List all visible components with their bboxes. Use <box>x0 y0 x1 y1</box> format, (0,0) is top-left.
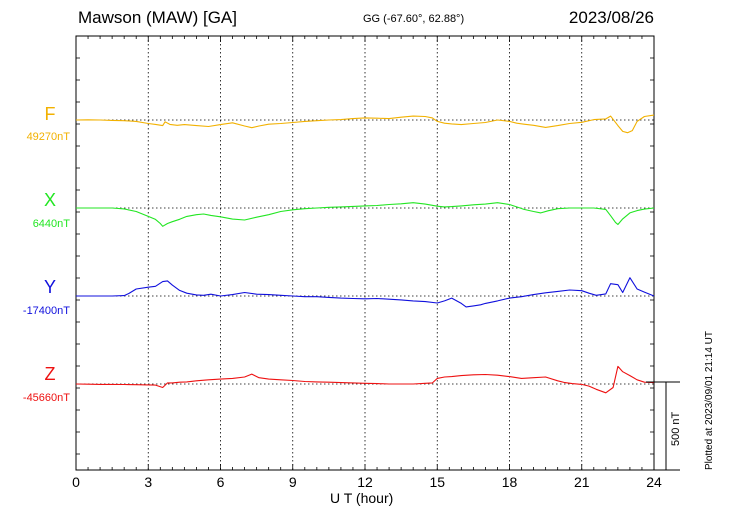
plot-date: 2023/08/26 <box>568 8 654 27</box>
x-tick-label: 21 <box>574 474 590 490</box>
series-line-z <box>75 365 655 394</box>
x-tick-label: 3 <box>144 474 152 490</box>
x-tick-label: 12 <box>357 474 373 490</box>
series-line-x <box>76 202 655 227</box>
x-tick-label: 24 <box>646 474 662 490</box>
x-tick-label: 9 <box>289 474 297 490</box>
baseline-label-f: 49270nT <box>26 131 70 143</box>
x-tick-label: 15 <box>429 474 445 490</box>
series-line-f <box>75 114 655 134</box>
series-label-z: Z <box>44 364 56 384</box>
series-label-x: X <box>43 190 56 210</box>
x-tick-label: 18 <box>502 474 518 490</box>
station-title: Mawson (MAW) [GA] <box>78 8 237 27</box>
geo-coordinates: GG (-67.60°, 62.88°) <box>363 13 465 25</box>
series-line-y <box>76 277 655 308</box>
baseline-label-z: -45660nT <box>22 392 70 404</box>
series-label-y: Y <box>43 277 56 297</box>
x-tick-label: 6 <box>217 474 225 490</box>
x-tick-label: 0 <box>72 474 80 490</box>
x-axis-label: U T (hour) <box>330 490 394 506</box>
baseline-label-x: 6440nT <box>32 218 70 230</box>
series-label-f: F <box>44 104 56 124</box>
baseline-label-y: -17400nT <box>22 305 70 317</box>
